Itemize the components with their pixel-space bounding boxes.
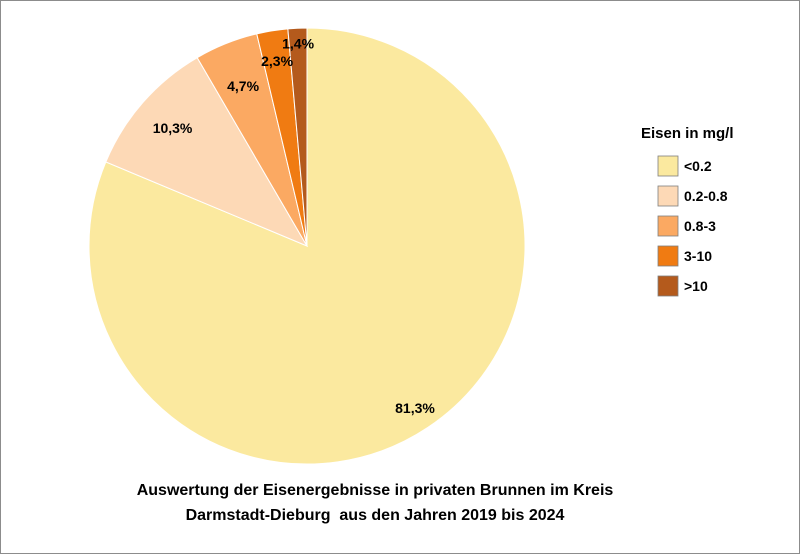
legend-label-1: <0.2 [684,158,712,174]
legend-label-3: 0.8-3 [684,218,716,234]
pie-value-label-1: 81,3% [395,400,435,416]
pie-value-label-3: 4,7% [227,78,259,94]
pie-slices [88,27,526,465]
legend-label-5: >10 [684,278,708,294]
legend-label-2: 0.2-0.8 [684,188,728,204]
pie-value-labels: 81,3% 10,3% 4,7%2,3% 1,4% [153,35,436,416]
legend-label-4: 3-10 [684,248,712,264]
chart-title-line-1: Auswertung der Eisenergebnisse in privat… [136,482,614,499]
legend-title: Eisen in mg/l [641,125,734,142]
legend-swatch-4 [657,245,679,267]
pie-slice-2 [105,56,309,248]
pie-value-label-4: 2,3% [261,53,293,69]
legend-swatch-1 [657,155,679,177]
pie-value-label-2: 10,3% [153,120,193,136]
legend-swatch-2 [657,185,679,207]
pie-value-label-5: 1,4% [282,35,314,51]
chart-title-line-2: Darmstadt-Dieburg aus den Jahren 2019 bi… [185,507,565,524]
legend: Eisen in mg/l <0.2 0.2-0.8 0.8-3 3-10 >10 [641,125,734,297]
chart-title: Auswertung der Eisenergebnisse in privat… [0,478,750,528]
legend-swatch-3 [657,215,679,237]
pie-slice-5 [287,27,308,247]
legend-swatch-5 [657,275,679,297]
